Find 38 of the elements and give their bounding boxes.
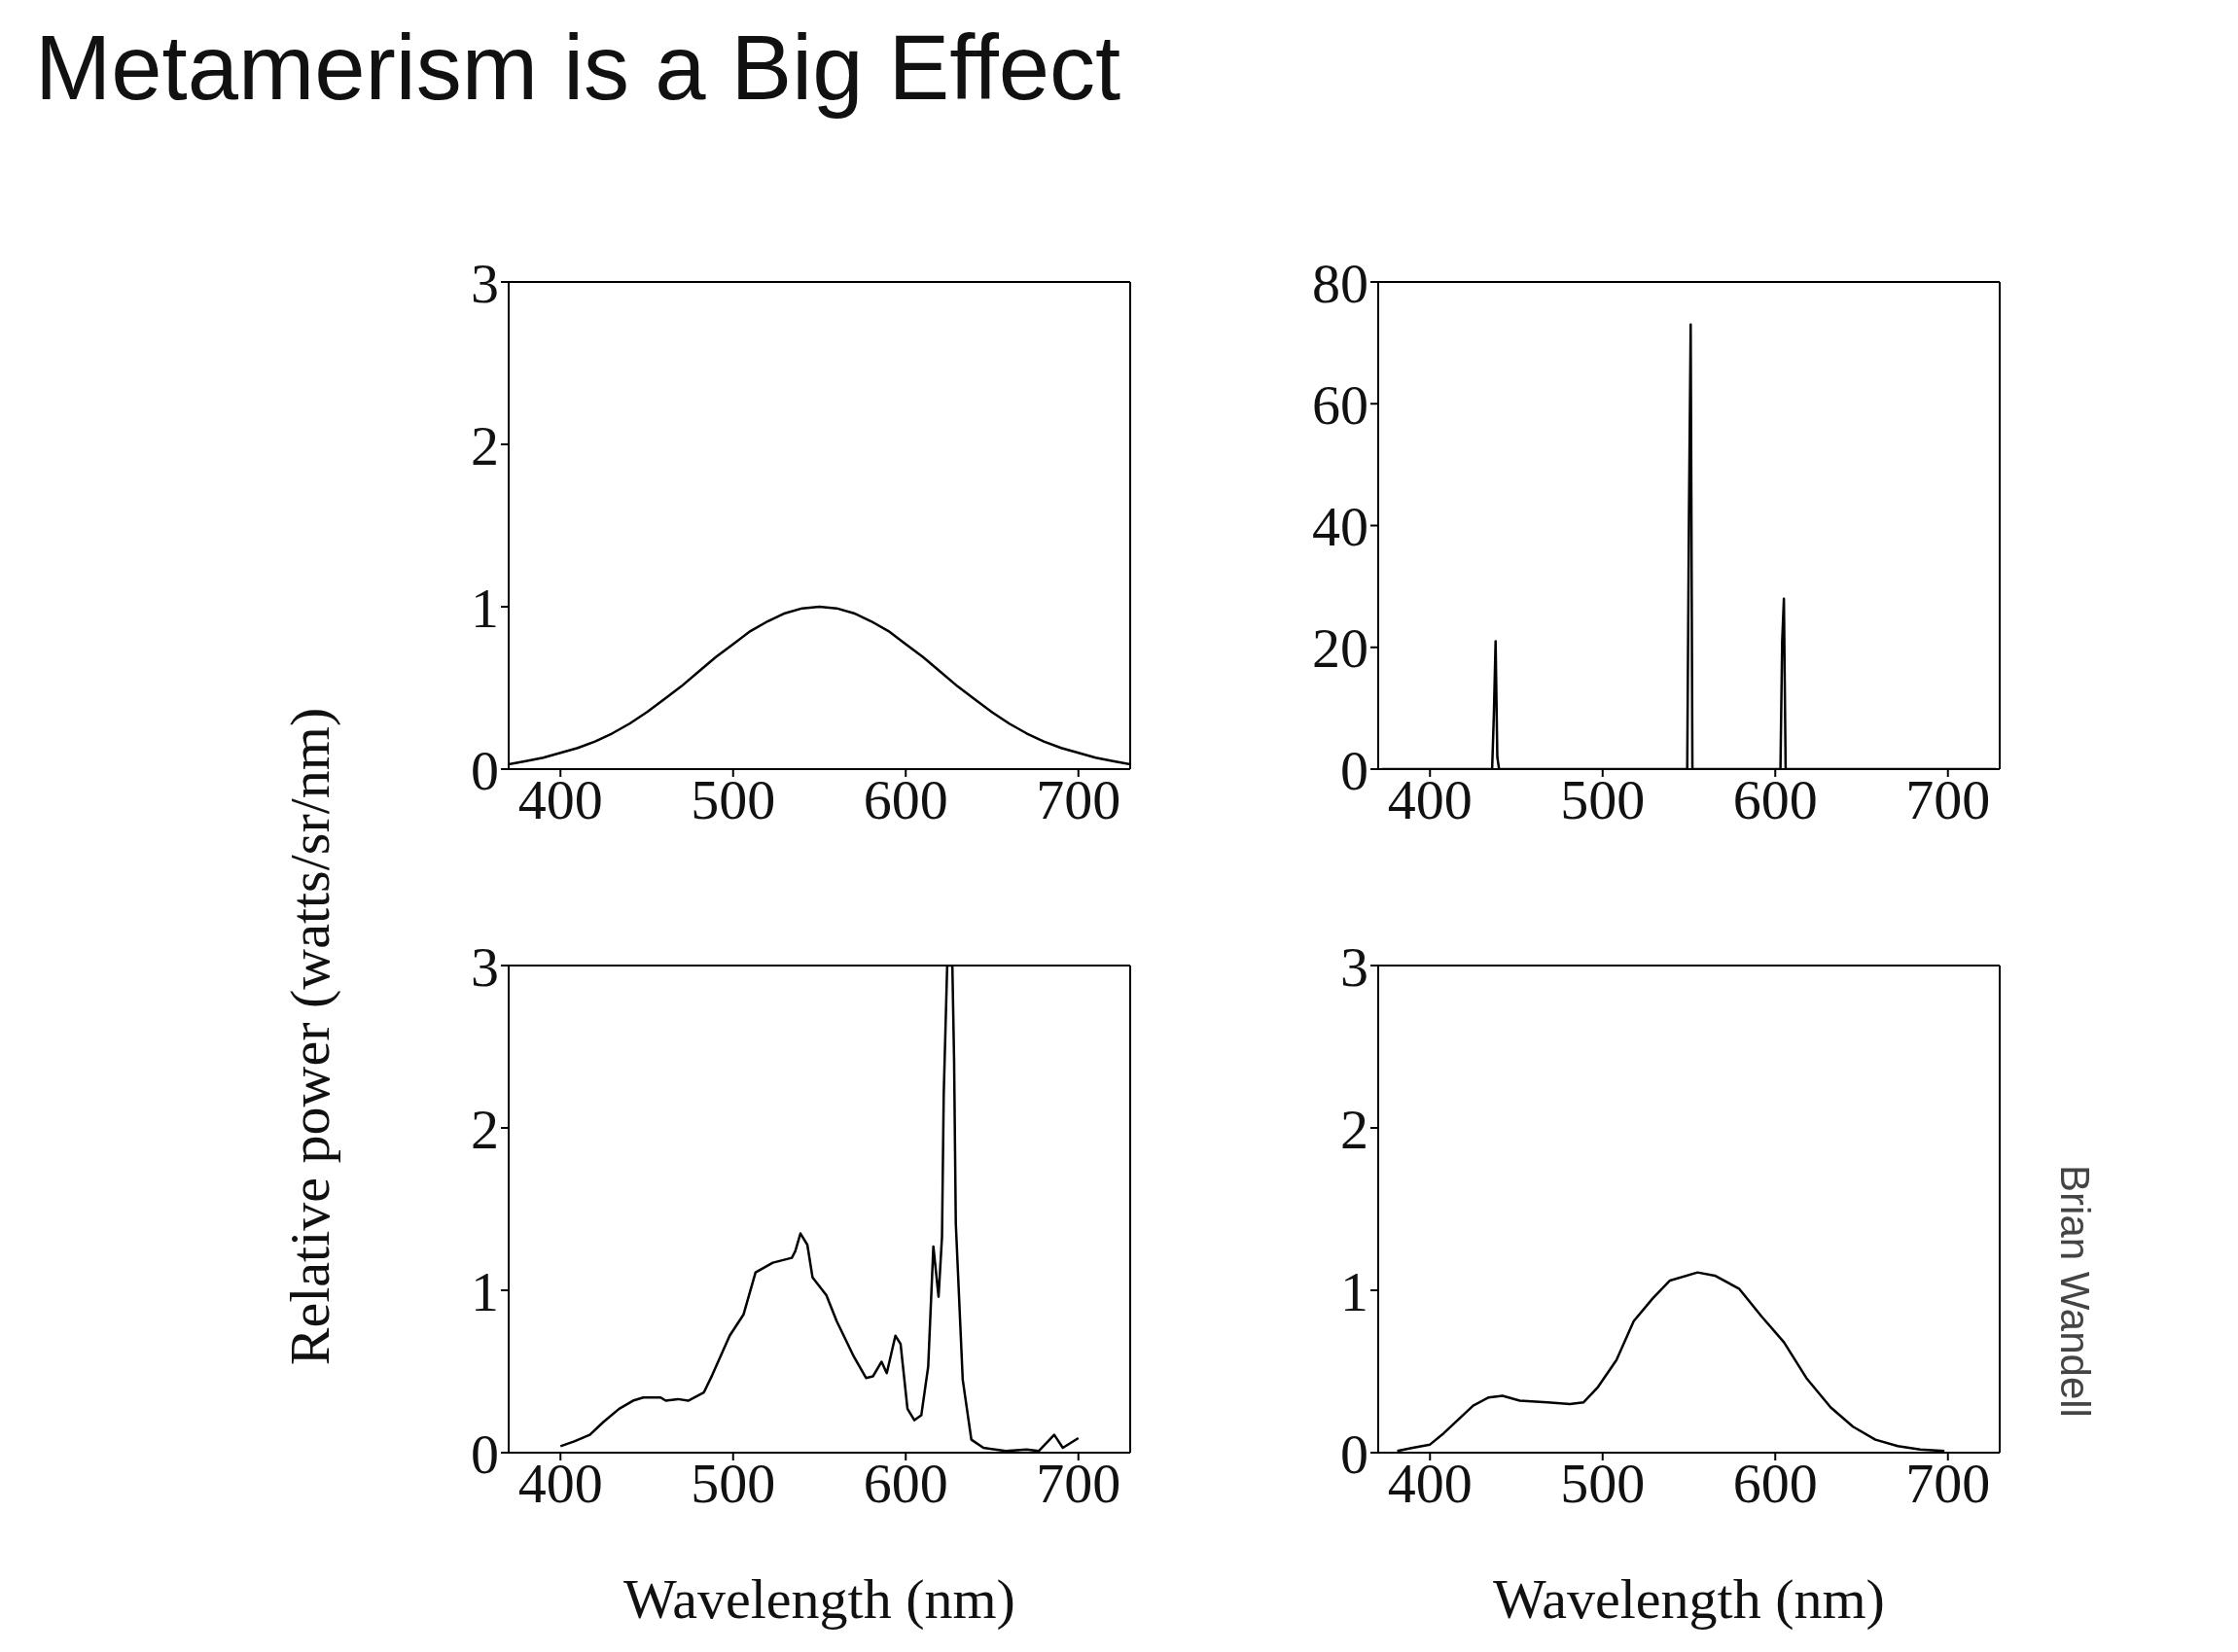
y-tick-label: 0	[1340, 738, 1368, 802]
y-tick-label: 60	[1312, 372, 1368, 437]
y-axis-title: Relative power (watts/sr/nm)	[276, 707, 342, 1366]
x-tick-label: 600	[863, 768, 948, 832]
x-tick-label: 600	[1732, 768, 1818, 832]
y-tick-label: 0	[471, 738, 499, 802]
y-tick-label: 0	[471, 1422, 499, 1486]
y-tick-label: 1	[471, 576, 499, 640]
y-tick-label: 0	[1340, 1422, 1368, 1486]
y-tick-label: 2	[1340, 1097, 1368, 1161]
x-tick-label: 500	[1560, 1452, 1646, 1516]
y-tick-label: 20	[1312, 616, 1368, 681]
x-tick-label: 400	[517, 1452, 603, 1516]
x-tick-label: 600	[863, 1452, 948, 1516]
x-tick-label: 500	[691, 1452, 776, 1516]
x-tick-label: 600	[1732, 1452, 1818, 1516]
x-tick-label: 700	[1905, 768, 1991, 832]
y-tick-label: 1	[1340, 1259, 1368, 1323]
y-tick-label: 2	[471, 1097, 499, 1161]
x-tick-label: 400	[1387, 768, 1473, 832]
y-tick-label: 1	[471, 1259, 499, 1323]
x-tick-label: 700	[1036, 1452, 1121, 1516]
y-tick-label: 2	[471, 413, 499, 477]
x-tick-label: 700	[1905, 1452, 1991, 1516]
y-tick-label: 3	[471, 251, 499, 315]
y-tick-label: 40	[1312, 495, 1368, 559]
x-axis-title: Wavelength (nm)	[1493, 1567, 1885, 1631]
y-tick-label: 3	[471, 934, 499, 999]
text: Brian Wandell	[2051, 1165, 2098, 1418]
y-tick-label: 3	[1340, 934, 1368, 999]
x-tick-label: 500	[1560, 768, 1646, 832]
x-tick-label: 400	[1387, 1452, 1473, 1516]
x-axis-title: Wavelength (nm)	[623, 1567, 1015, 1631]
y-tick-label: 80	[1312, 251, 1368, 315]
chart-title: Metamerism is a Big Effect	[35, 16, 1121, 121]
x-tick-label: 700	[1036, 768, 1121, 832]
x-tick-label: 500	[691, 768, 776, 832]
x-tick-label: 400	[517, 768, 603, 832]
